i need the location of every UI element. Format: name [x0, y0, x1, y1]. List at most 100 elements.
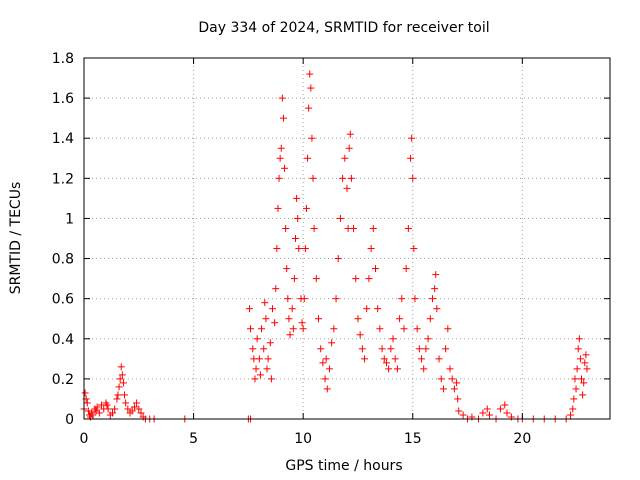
- data-point: [284, 295, 292, 303]
- data-point: [104, 405, 112, 413]
- data-point: [89, 411, 97, 419]
- data-point: [501, 401, 509, 409]
- data-point: [274, 204, 282, 212]
- data-point: [302, 204, 310, 212]
- data-point: [393, 365, 401, 373]
- data-point: [336, 214, 344, 222]
- data-point: [413, 325, 421, 333]
- data-point: [352, 275, 360, 283]
- data-point: [117, 363, 125, 371]
- data-point: [291, 235, 299, 242]
- y-tick-label: 1.2: [52, 171, 74, 187]
- data-point: [258, 325, 266, 333]
- data-point: [305, 104, 313, 112]
- chart-title: Day 334 of 2024, SRMTID for receiver toi…: [198, 20, 489, 36]
- data-point: [479, 409, 487, 417]
- y-axis-label: SRMTID / TECUs: [8, 182, 24, 295]
- data-point: [279, 114, 287, 122]
- data-point: [264, 355, 272, 363]
- data-point: [113, 395, 121, 403]
- data-point: [323, 385, 331, 393]
- data-point: [310, 224, 318, 232]
- data-point: [409, 174, 417, 182]
- data-point: [437, 375, 445, 383]
- data-point: [439, 385, 447, 393]
- y-tick-label: 0.4: [52, 332, 74, 348]
- y-tick-label: 1.4: [52, 131, 74, 147]
- data-point: [404, 224, 412, 232]
- data-point: [275, 174, 283, 182]
- data-point: [580, 379, 588, 387]
- data-point: [286, 331, 294, 339]
- data-point: [304, 154, 312, 162]
- data-point: [334, 255, 342, 263]
- data-point: [346, 130, 354, 138]
- y-tick-label: 0.2: [52, 372, 74, 388]
- data-point: [426, 315, 434, 323]
- data-point: [579, 391, 587, 399]
- data-point: [290, 275, 298, 283]
- data-point: [422, 345, 430, 353]
- x-tick-label: 0: [80, 431, 89, 447]
- y-tick-label: 0.6: [52, 292, 74, 308]
- data-point: [285, 315, 293, 323]
- data-point: [411, 295, 419, 303]
- data-point: [272, 285, 280, 293]
- data-point: [253, 335, 261, 343]
- data-point: [119, 379, 127, 387]
- data-point: [583, 365, 591, 373]
- data-point: [407, 154, 415, 162]
- plot-frame: [83, 57, 611, 420]
- data-point: [266, 339, 274, 347]
- data-point: [315, 315, 323, 323]
- data-point: [459, 411, 467, 419]
- data-point: [261, 299, 269, 307]
- data-point: [571, 375, 579, 383]
- y-tick-label: 0: [65, 412, 74, 428]
- data-point: [128, 407, 136, 415]
- data-point: [255, 355, 263, 363]
- data-point: [339, 174, 347, 182]
- data-point: [251, 375, 259, 383]
- data-point: [249, 345, 257, 353]
- data-point: [400, 325, 408, 333]
- data-point: [410, 245, 418, 253]
- data-point: [367, 245, 375, 253]
- data-point: [114, 391, 122, 399]
- data-point: [402, 265, 410, 273]
- data-point: [299, 325, 307, 333]
- data-point: [301, 245, 309, 253]
- data-point: [385, 365, 393, 373]
- data-point: [431, 285, 439, 293]
- data-point: [408, 134, 416, 142]
- data-point: [263, 365, 271, 373]
- data-point: [118, 371, 126, 379]
- data-point: [356, 331, 364, 339]
- data-point: [350, 224, 358, 232]
- data-point: [485, 411, 493, 419]
- data-point: [433, 305, 441, 313]
- data-point: [108, 409, 116, 417]
- data-point: [137, 409, 145, 417]
- data-point: [293, 194, 301, 202]
- data-point: [569, 405, 577, 413]
- data-point: [267, 375, 275, 383]
- data-point: [371, 265, 379, 273]
- data-point: [570, 395, 578, 403]
- data-point: [442, 345, 450, 353]
- data-point: [363, 305, 371, 313]
- data-point: [281, 164, 289, 172]
- data-point: [95, 409, 103, 417]
- data-point: [312, 275, 320, 283]
- data-point: [298, 319, 306, 327]
- data-point: [435, 355, 443, 363]
- data-point: [282, 224, 290, 232]
- data-point: [358, 345, 366, 353]
- data-point: [398, 295, 406, 303]
- data-point: [271, 319, 279, 327]
- data-point: [483, 405, 491, 413]
- data-point: [450, 385, 458, 393]
- data-point: [396, 315, 404, 323]
- data-point: [576, 355, 584, 363]
- data-point: [260, 345, 268, 353]
